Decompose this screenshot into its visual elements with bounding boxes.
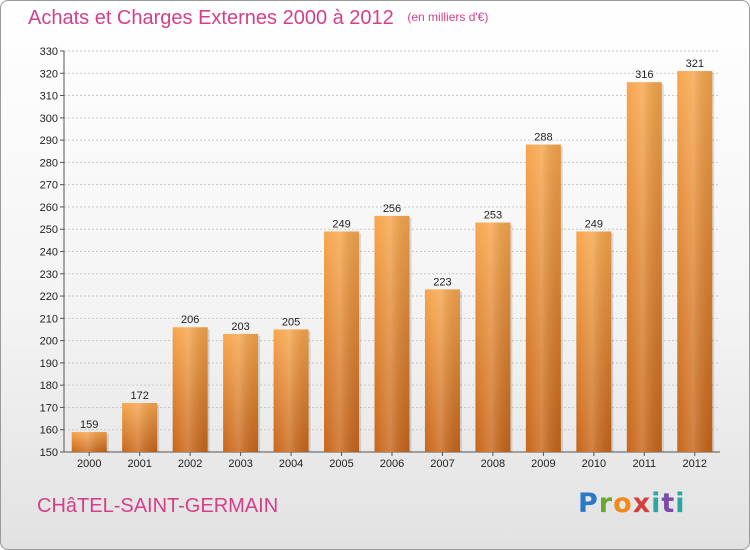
bar-highlight xyxy=(324,231,360,452)
logo-letter: P xyxy=(578,488,599,519)
bar-highlight xyxy=(525,144,561,453)
y-tick-label: 230 xyxy=(40,269,58,281)
data-label: 249 xyxy=(585,218,603,230)
y-tick-label: 160 xyxy=(40,425,58,437)
logo-letter: t xyxy=(661,488,676,519)
y-tick-label: 250 xyxy=(40,224,58,236)
bar-highlight xyxy=(626,82,662,452)
y-tick-label: 280 xyxy=(40,157,58,169)
y-tick-label: 210 xyxy=(40,313,58,325)
y-tick-label: 320 xyxy=(40,68,58,80)
data-label: 159 xyxy=(80,419,98,431)
data-label: 205 xyxy=(282,316,300,328)
x-tick-label: 2011 xyxy=(632,458,656,470)
y-tick-label: 190 xyxy=(40,358,58,370)
bar-highlight xyxy=(71,431,107,452)
logo-letter: o xyxy=(613,488,633,519)
x-tick-label: 2001 xyxy=(127,458,151,470)
chart-title: Achats et Charges Externes 2000 à 2012 (… xyxy=(28,7,488,30)
y-tick-label: 150 xyxy=(40,447,58,459)
y-tick-label: 260 xyxy=(40,202,58,214)
bar-highlight xyxy=(122,402,158,452)
data-label: 249 xyxy=(332,218,350,230)
y-tick-label: 330 xyxy=(40,46,58,58)
data-label: 206 xyxy=(181,314,199,326)
x-tick-label: 2003 xyxy=(228,458,252,470)
x-tick-label: 2002 xyxy=(178,458,202,470)
x-tick-label: 2006 xyxy=(380,458,404,470)
bar-highlight xyxy=(374,215,410,452)
logo-letter: r xyxy=(598,488,614,519)
data-label: 203 xyxy=(231,321,249,333)
bar-highlight xyxy=(677,71,713,453)
city-name: CHâTEL-SAINT-GERMAIN xyxy=(37,495,279,517)
y-tick-label: 180 xyxy=(40,380,58,392)
bar-highlight xyxy=(576,231,612,452)
chart-title-text: Achats et Charges Externes 2000 à 2012 xyxy=(28,7,394,29)
x-tick-label: 2005 xyxy=(329,458,353,470)
y-tick-label: 200 xyxy=(40,336,58,348)
data-labels: 159 172 206 203 205 249 256 223 253 288 249 316 321 xyxy=(80,58,704,431)
y-tick-label: 220 xyxy=(40,291,58,303)
logo-letter: i xyxy=(675,488,686,519)
data-label: 223 xyxy=(433,276,451,288)
chart-unit-label: (en milliers d'€) xyxy=(407,10,489,24)
y-tick-label: 310 xyxy=(40,91,58,103)
data-label: 172 xyxy=(131,390,149,402)
data-label: 288 xyxy=(534,132,552,144)
bar-highlight xyxy=(223,333,259,452)
proxiti-logo: Proxiti xyxy=(578,488,686,519)
bar-highlight xyxy=(475,222,511,452)
y-tick-label: 240 xyxy=(40,247,58,259)
x-tick-label: 2007 xyxy=(430,458,454,470)
x-tick-label: 2008 xyxy=(481,458,505,470)
data-label: 256 xyxy=(383,203,401,215)
x-tick-label: 2012 xyxy=(683,458,707,470)
x-tick-label: 2004 xyxy=(279,458,303,470)
y-tick-labels: 150 160 170 180 190 200 210 220 230 240 250 260 270 2… xyxy=(40,46,58,459)
data-label: 253 xyxy=(484,210,502,222)
bar-highlight xyxy=(172,327,208,452)
x-tick-label: 2010 xyxy=(582,458,606,470)
bar-highlight xyxy=(424,289,460,452)
x-tick-labels: 2000 2001 2002 2003 2004 2005 2006 2007 2008 2009… xyxy=(77,458,707,470)
bars xyxy=(71,71,715,453)
x-tick-label: 2000 xyxy=(77,458,101,470)
data-label: 316 xyxy=(635,69,653,81)
y-tick-label: 290 xyxy=(40,135,58,147)
y-tick-label: 270 xyxy=(40,180,58,192)
y-tick-label: 300 xyxy=(40,113,58,125)
logo-letter: i xyxy=(651,488,662,519)
y-tick-label: 170 xyxy=(40,402,58,414)
data-label: 321 xyxy=(686,58,704,70)
x-tick-label: 2009 xyxy=(531,458,555,470)
logo-letter: x xyxy=(632,488,652,519)
bar-highlight xyxy=(273,329,309,452)
